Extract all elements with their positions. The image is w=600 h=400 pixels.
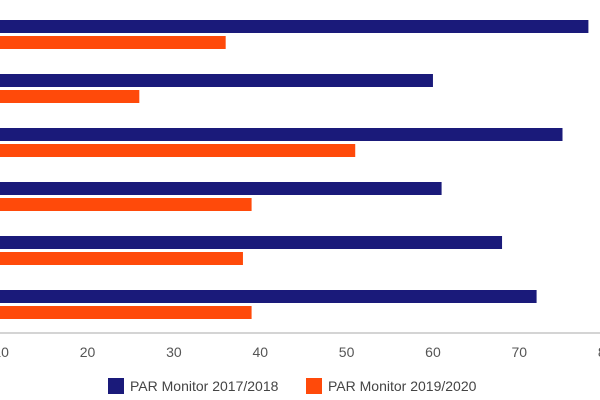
bar-series1-group6 — [0, 290, 537, 303]
bar-series2-group6 — [0, 306, 252, 319]
bar-series1-group3 — [0, 128, 563, 141]
x-tick-label: 70 — [512, 344, 528, 360]
bar-series2-group1 — [0, 36, 226, 49]
x-tick-label: 20 — [80, 344, 96, 360]
bar-series2-group3 — [0, 144, 356, 157]
bar-series2-group5 — [0, 252, 243, 265]
bar-series2-group2 — [0, 90, 140, 103]
legend-label-series1: PAR Monitor 2017/2018 — [130, 378, 279, 394]
bars-group — [0, 20, 589, 319]
x-tick-label: 80 — [598, 344, 600, 360]
legend-swatch-series1 — [108, 378, 124, 394]
bar-series1-group5 — [0, 236, 503, 249]
x-tick-label: 30 — [166, 344, 182, 360]
bar-series2-group4 — [0, 198, 252, 211]
legend-swatch-series2 — [306, 378, 322, 394]
x-tick-label: 40 — [252, 344, 268, 360]
bar-series1-group4 — [0, 182, 442, 195]
bar-series1-group2 — [0, 74, 433, 87]
x-tick-label: 60 — [425, 344, 441, 360]
x-tick-label: 10 — [0, 344, 9, 360]
x-tick-label: 50 — [339, 344, 355, 360]
x-axis-ticks: 10 20 30 40 50 60 70 80 — [0, 344, 600, 360]
legend-label-series2: PAR Monitor 2019/2020 — [328, 378, 477, 394]
legend: PAR Monitor 2017/2018 PAR Monitor 2019/20… — [108, 378, 477, 394]
bar-series1-group1 — [0, 20, 589, 33]
